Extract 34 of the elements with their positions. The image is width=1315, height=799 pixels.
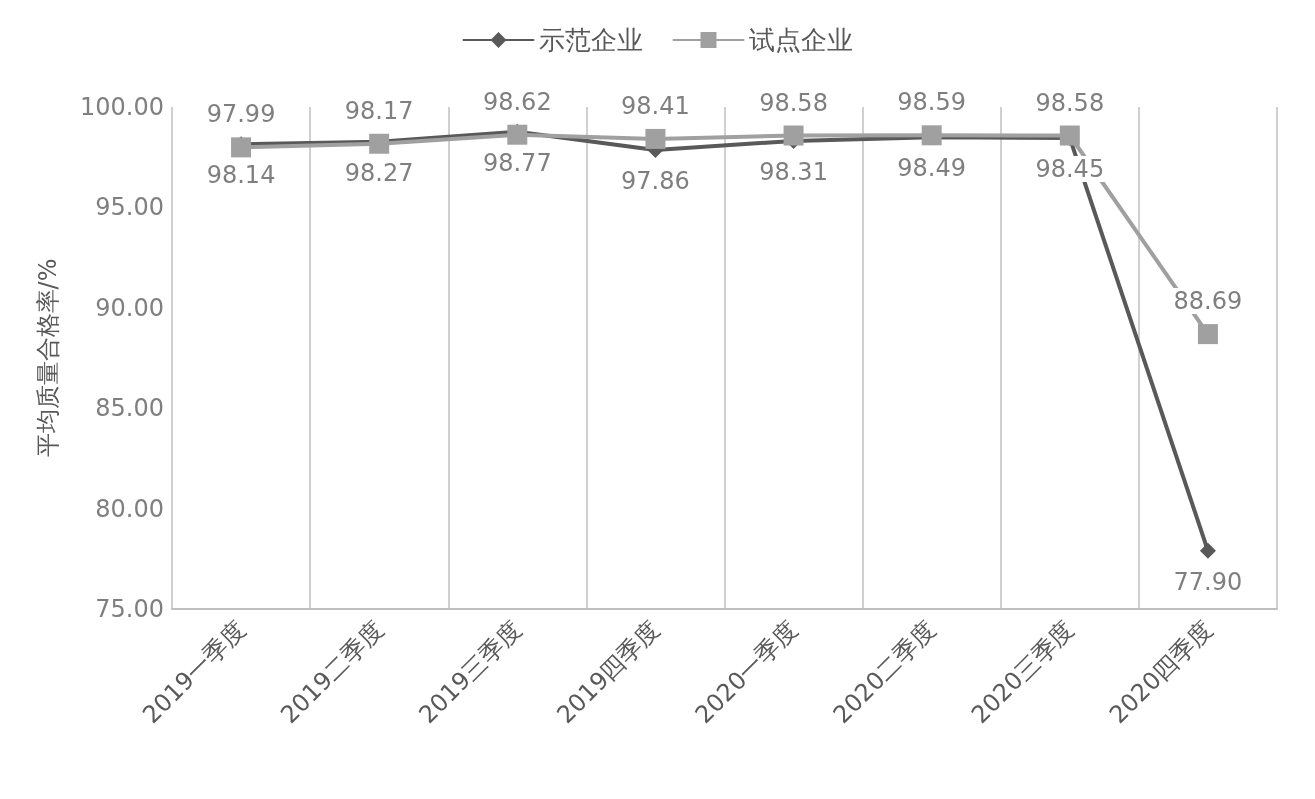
point bbox=[1197, 324, 1218, 345]
data-label: 98.62 bbox=[482, 87, 552, 116]
y-tick-label: 75.00 bbox=[95, 595, 164, 623]
data-label: 98.14 bbox=[206, 161, 276, 190]
y-axis-title: 平均质量合格率/% bbox=[34, 258, 62, 458]
data-label: 98.31 bbox=[759, 157, 828, 186]
data-label: 77.90 bbox=[1173, 567, 1243, 596]
data-label: 98.49 bbox=[897, 154, 967, 183]
point bbox=[783, 125, 804, 146]
point bbox=[645, 128, 666, 149]
data-label: 97.86 bbox=[621, 166, 690, 195]
point bbox=[369, 133, 390, 154]
data-label: 98.58 bbox=[759, 88, 828, 117]
data-label: 98.27 bbox=[344, 158, 414, 187]
point bbox=[507, 124, 528, 145]
legend-label: 试点企业 bbox=[748, 25, 853, 55]
y-tick-label: 95.00 bbox=[95, 193, 164, 222]
point bbox=[921, 125, 942, 146]
data-label: 98.58 bbox=[1035, 88, 1105, 117]
point bbox=[1059, 125, 1080, 146]
y-tick-label: 85.00 bbox=[95, 394, 164, 423]
data-label: 98.17 bbox=[344, 96, 414, 125]
point bbox=[1199, 542, 1216, 559]
data-label: 88.69 bbox=[1173, 287, 1243, 316]
y-tick-label: 100.00 bbox=[80, 93, 164, 121]
data-label: 97.99 bbox=[206, 100, 276, 129]
point bbox=[231, 137, 252, 158]
y-tick-label: 80.00 bbox=[95, 494, 164, 523]
data-label: 98.45 bbox=[1035, 155, 1105, 184]
data-label: 98.41 bbox=[621, 91, 690, 120]
data-label: 98.59 bbox=[897, 88, 967, 117]
data-label: 98.77 bbox=[482, 148, 552, 177]
y-tick-label: 90.00 bbox=[95, 293, 164, 322]
legend-label: 示范企业 bbox=[538, 25, 643, 55]
